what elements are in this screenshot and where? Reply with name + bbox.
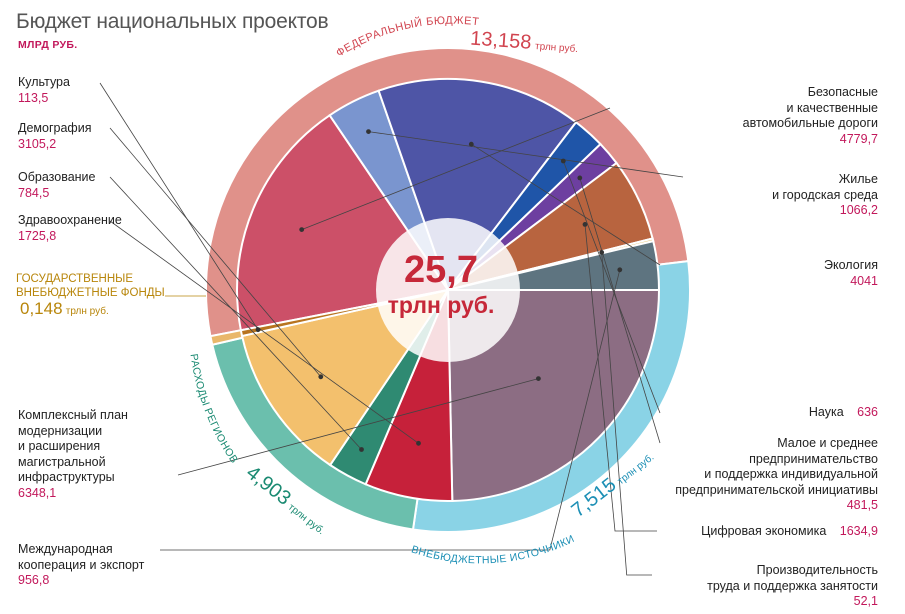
- gov-funds-line1: ГОСУДАРСТВЕННЫЕ: [16, 273, 133, 285]
- leader-dot-8: [536, 376, 541, 381]
- slice-label-9: Здравоохранение 1725,8: [18, 213, 122, 244]
- leader-line-1: [368, 131, 684, 178]
- slice-label-line: автомобильные дороги: [742, 116, 878, 130]
- leader-dot-6: [599, 250, 605, 255]
- leader-line-9: [109, 220, 419, 444]
- leader-line-5: [584, 224, 657, 532]
- slice-label-line: модернизации: [18, 423, 103, 438]
- slice-value: 481,5: [846, 498, 878, 512]
- slice-label-2: Экология 4041: [824, 258, 878, 289]
- leader-dot-0: [299, 227, 305, 233]
- slice-label-4: Малое и среднее предпринимательство и подд…: [675, 436, 878, 514]
- slice-value: 52,1: [853, 594, 878, 608]
- slice-label-line: Международная: [18, 542, 113, 556]
- slice-label-line: Демография: [18, 121, 92, 135]
- slice-value: 1725,8: [18, 228, 57, 243]
- slice-value: 4041: [850, 273, 878, 288]
- slice-label-line: Комплексный план: [18, 408, 128, 422]
- leader-line-2: [471, 143, 661, 266]
- leader-line-6: [601, 252, 652, 576]
- leader-dot-7: [617, 267, 623, 273]
- leader-line-3: [562, 160, 661, 414]
- slice-label-line: Наука 636: [808, 405, 878, 419]
- leader-dot-3: [560, 158, 566, 164]
- slice-value: 6348,1: [18, 485, 57, 500]
- slice-value: 636: [853, 405, 878, 419]
- gov-funds-value: 0,148 трлн руб.: [20, 299, 109, 318]
- slice-label-line: и городская среда: [772, 187, 878, 202]
- leader-line-12: [99, 82, 259, 330]
- slice-label-line: инфраструктуры: [18, 470, 115, 484]
- slice-label-0: Безопасные и качественные автомобильные до…: [743, 85, 878, 147]
- chart-unit: МЛРД РУБ.: [18, 39, 78, 51]
- slice-label-6: Производительность труда и поддержка заня…: [707, 563, 878, 610]
- slice-value: 4779,7: [839, 131, 878, 146]
- slice-label-line: Безопасные: [807, 85, 878, 99]
- slice-value: 784,5: [18, 185, 50, 200]
- leader-lines: [99, 82, 684, 576]
- center-circle: [376, 218, 520, 362]
- pie-slice-2: [377, 78, 578, 293]
- gov-funds-line2: ВНЕБЮДЖЕТНЫЕ ФОНДЫ: [16, 287, 165, 299]
- leader-dot-12: [255, 327, 261, 333]
- leader-dot-4: [577, 175, 583, 181]
- leader-dot-9: [416, 440, 421, 446]
- slice-label-line: Экология: [824, 258, 878, 272]
- slice-label-line: Культура: [18, 75, 70, 89]
- gov-funds-label: ГОСУДАРСТВЕННЫЕ ВНЕБЮДЖЕТНЫЕ ФОНДЫ 0,148…: [16, 272, 165, 319]
- slice-label-line: и качественные: [786, 100, 878, 115]
- leader-dot-10: [359, 447, 364, 452]
- leader-line-11: [109, 127, 322, 378]
- center-unit: трлн руб.: [387, 292, 495, 318]
- slice-label-line: Производительность: [756, 563, 878, 577]
- pie-slice-8: [446, 288, 661, 502]
- slice-label-11: Демография 3105,2: [18, 121, 91, 152]
- slice-label-line: труда и поддержка занятости: [707, 578, 878, 593]
- slice-value: 113,5: [18, 90, 49, 105]
- slice-label-line: Цифровая экономика 1634,9: [701, 524, 878, 538]
- slice-value: 1634,9: [836, 524, 878, 538]
- slice-label-line: Образование: [18, 170, 96, 184]
- slice-label-line: кооперация и экспорт: [18, 557, 145, 572]
- leader-line-10: [109, 176, 362, 450]
- slice-label-line: и расширения: [18, 439, 101, 453]
- center-total: 25,7: [404, 249, 478, 291]
- slice-label-10: Образование 784,5: [18, 170, 95, 201]
- leader-dot-2: [468, 141, 474, 147]
- slice-value: 1066,2: [839, 203, 878, 217]
- slice-value: 3105,2: [18, 136, 57, 151]
- slice-label-line: Малое и среднее: [777, 436, 878, 450]
- slice-label-line: и поддержка индивидуальной: [704, 467, 878, 481]
- leader-line-4: [579, 177, 661, 444]
- chart-title: Бюджет национальных проектов: [16, 10, 329, 33]
- leader-dot-11: [318, 374, 324, 380]
- leader-dot-5: [582, 222, 588, 227]
- slice-label-1: Жилье и городская среда 1066,2: [772, 172, 878, 219]
- slice-label-line: предпринимательской инициативы: [675, 482, 878, 497]
- slice-label-7: Международная кооперация и экспорт 956,8: [18, 542, 144, 589]
- slice-label-line: предпринимательство: [749, 451, 878, 466]
- slice-label-3: Наука 636: [809, 405, 878, 421]
- leader-line-0: [301, 107, 611, 230]
- slice-value: 956,8: [18, 573, 50, 587]
- leader-line-8: [177, 378, 539, 476]
- leader-line-7: [160, 269, 621, 551]
- slice-label-5: Цифровая экономика 1634,9: [701, 524, 878, 540]
- slice-label-12: Культура 113,5: [18, 75, 70, 106]
- leader-dot-1: [366, 129, 371, 135]
- slice-label-line: Жилье: [838, 172, 878, 186]
- slice-label-line: Здравоохранение: [18, 213, 122, 227]
- slice-label-line: магистральной: [18, 454, 106, 469]
- federal-ring-value: 13,158 трлн руб.: [470, 28, 579, 57]
- slice-label-8: Комплексный план модернизации и расширения…: [18, 408, 128, 501]
